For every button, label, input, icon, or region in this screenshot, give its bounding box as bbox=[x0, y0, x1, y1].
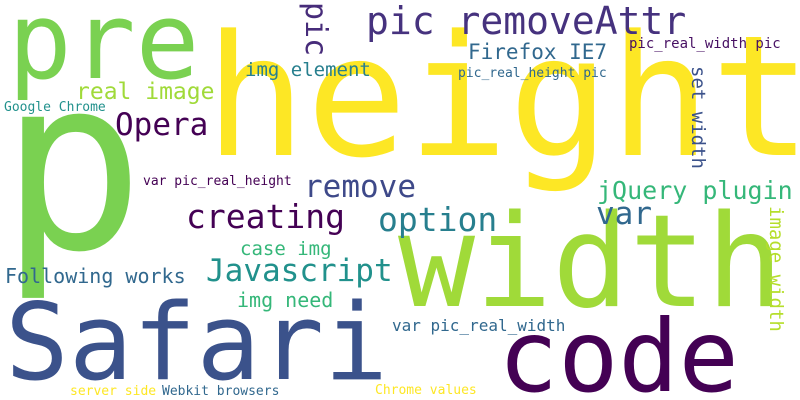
word-real-image: real image bbox=[76, 79, 215, 105]
word-following-works: Following works bbox=[5, 264, 186, 288]
word-remove: remove bbox=[304, 169, 416, 205]
word-var-pic-real-height: var pic_real_height bbox=[143, 174, 292, 189]
word-option: option bbox=[378, 200, 498, 239]
word-pic-real-height-pic: pic_real_height pic bbox=[458, 66, 607, 81]
word-pic-removeattr: pic removeAttr bbox=[366, 0, 687, 43]
word-safari: Safari bbox=[5, 281, 388, 400]
word-var: var bbox=[596, 196, 652, 232]
word-google-chrome: Google Chrome bbox=[4, 100, 106, 115]
word-p: p bbox=[0, 25, 145, 305]
word-pic: pic bbox=[298, 2, 333, 57]
word-jquery-plugin: jQuery plugin bbox=[597, 176, 793, 205]
word-code: code bbox=[498, 298, 739, 400]
word-chrome-values: Chrome values bbox=[375, 383, 477, 398]
word-case-img: case img bbox=[240, 238, 332, 260]
word-height: height bbox=[205, 0, 800, 195]
word-var-pic-real-width: var pic_real_width bbox=[392, 316, 566, 335]
word-set-width: set width bbox=[687, 66, 709, 169]
word-webkit-browsers: Webkit browsers bbox=[162, 384, 280, 399]
word-creating: creating bbox=[186, 197, 345, 236]
word-opera: Opera bbox=[115, 107, 209, 143]
word-img-need: img need bbox=[237, 288, 334, 312]
word-pre: pre bbox=[8, 0, 200, 103]
word-width: width bbox=[398, 188, 784, 337]
word-pic-real-width-pic: pic_real_width pic bbox=[629, 36, 781, 52]
word-firefox-ie7: Firefox IE7 bbox=[468, 40, 608, 64]
word-image-width: image width bbox=[765, 206, 787, 332]
word-server-side: server side bbox=[70, 384, 157, 399]
word-img-element: img element bbox=[245, 59, 371, 81]
word-javascript: Javascript bbox=[206, 253, 393, 289]
